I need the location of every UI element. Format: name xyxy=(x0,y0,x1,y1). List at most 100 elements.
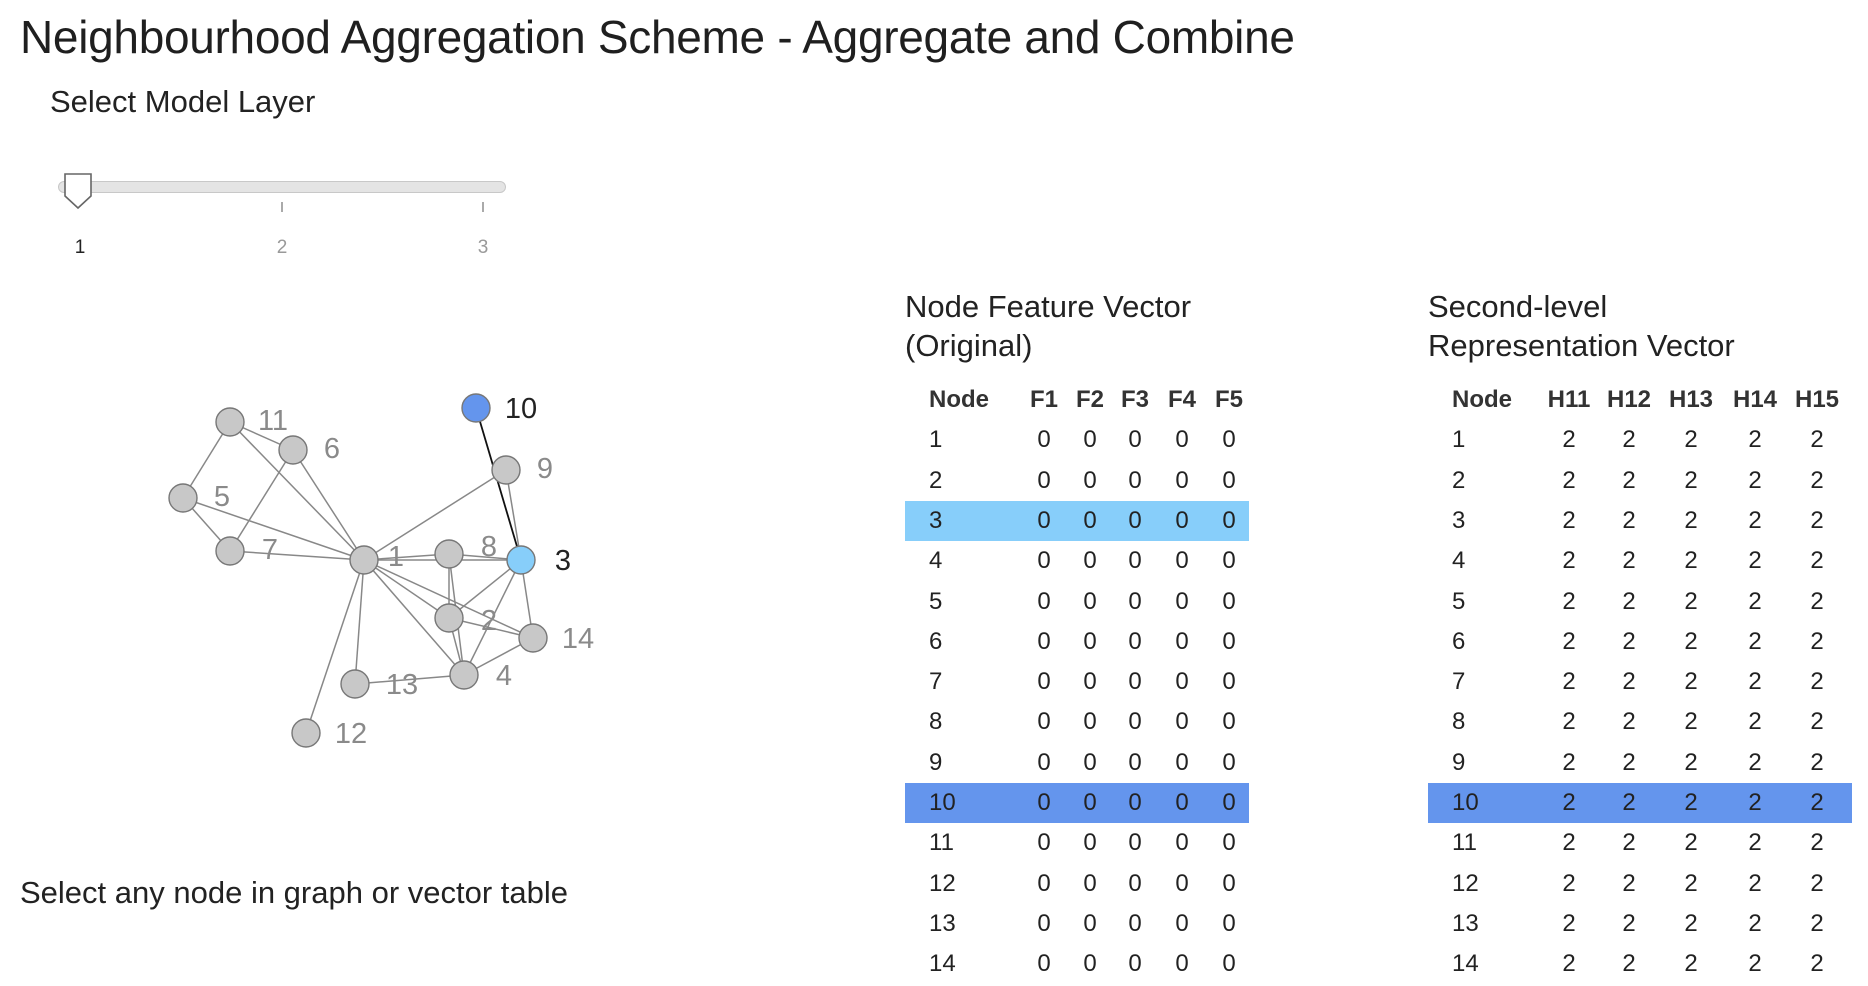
graph-edge xyxy=(292,449,365,561)
table-cell: 0 xyxy=(1037,507,1051,534)
slider-tick-label[interactable]: 2 xyxy=(276,237,288,258)
table-row[interactable]: 7 2 2 2 2 2 xyxy=(1428,662,1852,702)
table-cell: 0 xyxy=(1128,708,1142,735)
table-column-header: F3 xyxy=(1120,386,1149,413)
table-row[interactable]: 4 2 2 2 2 2 xyxy=(1428,541,1852,581)
graph-node-6[interactable]: 6 xyxy=(278,433,340,465)
slider-tick-label[interactable]: 1 xyxy=(74,237,86,258)
table-cell: 12 xyxy=(1452,870,1479,897)
table-row[interactable]: 5 0 0 0 0 0 xyxy=(905,582,1249,622)
table-row[interactable]: 5 2 2 2 2 2 xyxy=(1428,582,1852,622)
table-row[interactable]: 12 0 0 0 0 0 xyxy=(905,864,1249,904)
graph-node-4[interactable]: 4 xyxy=(449,660,512,692)
graph-node-11[interactable]: 11 xyxy=(215,405,288,437)
table-cell: 2 xyxy=(1452,467,1466,494)
table-row[interactable]: 8 0 0 0 0 0 xyxy=(905,702,1249,742)
table-cell: 3 xyxy=(1452,507,1466,534)
table-column-header: Node xyxy=(929,386,989,413)
table-cell: 0 xyxy=(1222,749,1236,776)
table-row[interactable]: 9 0 0 0 0 0 xyxy=(905,743,1249,783)
table-cell: 2 xyxy=(1748,426,1762,453)
table-cell: 2 xyxy=(1810,749,1824,776)
table-row[interactable]: 7 0 0 0 0 0 xyxy=(905,662,1249,702)
table-cell: 0 xyxy=(1037,467,1051,494)
graph-node-circle[interactable] xyxy=(506,545,536,575)
graph-node-3[interactable]: 3 xyxy=(506,545,571,577)
table-row[interactable]: 14 2 2 2 2 2 xyxy=(1428,944,1852,984)
graph-node-9[interactable]: 9 xyxy=(491,453,553,485)
table-cell: 0 xyxy=(1083,547,1097,574)
table-row[interactable]: 6 0 0 0 0 0 xyxy=(905,622,1249,662)
graph-node-circle[interactable] xyxy=(215,536,245,566)
graph-node-circle[interactable] xyxy=(168,483,198,513)
table-cell: 2 xyxy=(1622,547,1636,574)
graph-node-14[interactable]: 14 xyxy=(518,623,594,655)
table-cell: 2 xyxy=(1810,950,1824,977)
table-row[interactable]: 10 2 2 2 2 2 xyxy=(1428,783,1852,823)
table-row[interactable]: 11 2 2 2 2 2 xyxy=(1428,823,1852,863)
graph-node-12[interactable]: 12 xyxy=(291,718,367,750)
graph-node-1[interactable]: 1 xyxy=(349,541,404,575)
table-row[interactable]: 3 2 2 2 2 2 xyxy=(1428,501,1852,541)
table-cell: 2 xyxy=(1810,789,1824,816)
table-cell: 0 xyxy=(1175,507,1189,534)
table-cell: 2 xyxy=(1748,668,1762,695)
table-row[interactable]: 14 0 0 0 0 0 xyxy=(905,944,1249,984)
table-cell: 2 xyxy=(1810,668,1824,695)
table-row[interactable]: 8 2 2 2 2 2 xyxy=(1428,702,1852,742)
table-row[interactable]: 4 0 0 0 0 0 xyxy=(905,541,1249,581)
original-vector-title: Node Feature Vector (Original) xyxy=(905,287,1191,365)
graph-node-circle[interactable] xyxy=(491,455,521,485)
table-cell: 0 xyxy=(1175,467,1189,494)
graph-edge xyxy=(363,559,465,676)
graph-node-circle[interactable] xyxy=(434,539,464,569)
table-row[interactable]: 6 2 2 2 2 2 xyxy=(1428,622,1852,662)
graph-node-label: 10 xyxy=(505,393,537,425)
table-cell: 0 xyxy=(1128,426,1142,453)
table-row[interactable]: 13 0 0 0 0 0 xyxy=(905,904,1249,944)
table-cell: 4 xyxy=(929,547,943,574)
table-cell: 2 xyxy=(1622,950,1636,977)
table-cell: 14 xyxy=(929,950,956,977)
graph-node-circle[interactable] xyxy=(278,435,308,465)
table-cell: 2 xyxy=(1748,467,1762,494)
graph-node-7[interactable]: 7 xyxy=(215,534,278,566)
table-cell: 2 xyxy=(1684,547,1698,574)
graph-node-circle[interactable] xyxy=(449,660,479,690)
table-row[interactable]: 11 0 0 0 0 0 xyxy=(905,823,1249,863)
graph-node-circle[interactable] xyxy=(291,718,321,748)
table-cell: 2 xyxy=(1748,749,1762,776)
graph-node-13[interactable]: 13 xyxy=(340,669,418,701)
table-row[interactable]: 13 2 2 2 2 2 xyxy=(1428,904,1852,944)
graph-node-label: 13 xyxy=(386,669,418,701)
table-row[interactable]: 10 0 0 0 0 0 xyxy=(905,783,1249,823)
graph-node-circle[interactable] xyxy=(340,669,370,699)
table-row[interactable]: 3 0 0 0 0 0 xyxy=(905,501,1249,541)
table-cell: 0 xyxy=(1083,628,1097,655)
slider-handle[interactable] xyxy=(63,172,93,212)
table-cell: 0 xyxy=(1037,749,1051,776)
table-cell: 0 xyxy=(1083,426,1097,453)
table-row[interactable]: 12 2 2 2 2 2 xyxy=(1428,864,1852,904)
graph-node-8[interactable]: 8 xyxy=(434,531,497,569)
graph-node-circle[interactable] xyxy=(434,603,464,633)
table-row[interactable]: 2 0 0 0 0 0 xyxy=(905,461,1249,501)
slider-track[interactable] xyxy=(58,181,506,193)
graph-node-circle[interactable] xyxy=(215,407,245,437)
graph-node-5[interactable]: 5 xyxy=(168,481,230,513)
table-row[interactable]: 2 2 2 2 2 2 xyxy=(1428,461,1852,501)
graph-node-10[interactable]: 10 xyxy=(461,393,537,425)
graph-node-circle[interactable] xyxy=(518,623,548,653)
table-cell: 2 xyxy=(1684,829,1698,856)
table-row[interactable]: 9 2 2 2 2 2 xyxy=(1428,743,1852,783)
graph-node-circle[interactable] xyxy=(349,545,379,575)
table-row[interactable]: 1 0 0 0 0 0 xyxy=(905,420,1249,460)
graph-edge xyxy=(354,674,465,685)
slider-tick-label[interactable]: 3 xyxy=(477,237,489,258)
table-row[interactable]: 1 2 2 2 2 2 xyxy=(1428,420,1852,460)
graph-node-circle[interactable] xyxy=(461,393,491,423)
graph-node-2[interactable]: 2 xyxy=(434,603,497,637)
table-cell: 2 xyxy=(1684,507,1698,534)
table-cell: 2 xyxy=(1562,507,1576,534)
